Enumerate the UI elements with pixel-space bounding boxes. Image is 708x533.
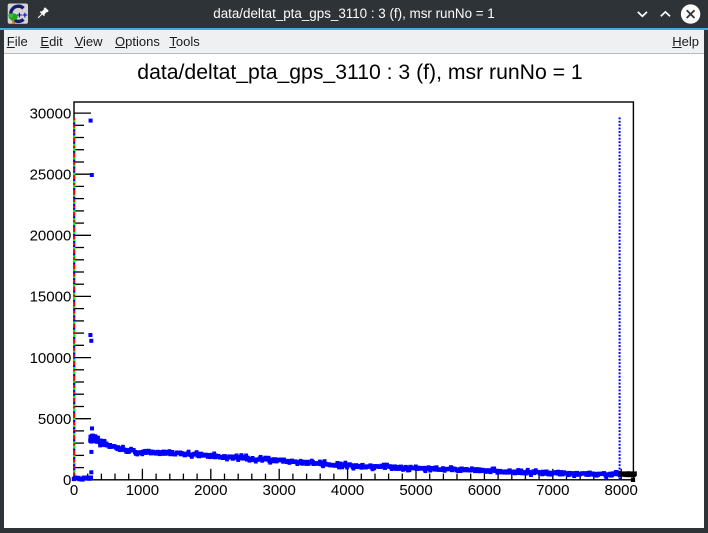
svg-text:6000: 6000 bbox=[468, 482, 501, 499]
svg-text:4000: 4000 bbox=[331, 482, 364, 499]
svg-text:1000: 1000 bbox=[126, 482, 159, 499]
svg-text:0: 0 bbox=[70, 482, 78, 499]
svg-text:25000: 25000 bbox=[30, 167, 72, 184]
svg-text:3000: 3000 bbox=[263, 482, 296, 499]
svg-text:0: 0 bbox=[63, 472, 71, 489]
svg-text:8000: 8000 bbox=[605, 482, 638, 499]
svg-text:++: ++ bbox=[17, 10, 29, 21]
svg-text:10000: 10000 bbox=[30, 350, 72, 367]
svg-text:7000: 7000 bbox=[536, 482, 569, 499]
svg-text:30000: 30000 bbox=[30, 105, 72, 122]
svg-text:data/deltat_pta_gps_3110 : 3 (: data/deltat_pta_gps_3110 : 3 (f), msr ru… bbox=[137, 61, 582, 84]
svg-text:5000: 5000 bbox=[38, 411, 71, 428]
svg-text:5000: 5000 bbox=[399, 482, 432, 499]
svg-text:2000: 2000 bbox=[194, 482, 227, 499]
svg-text:20000: 20000 bbox=[30, 228, 72, 245]
svg-text:15000: 15000 bbox=[30, 289, 72, 306]
